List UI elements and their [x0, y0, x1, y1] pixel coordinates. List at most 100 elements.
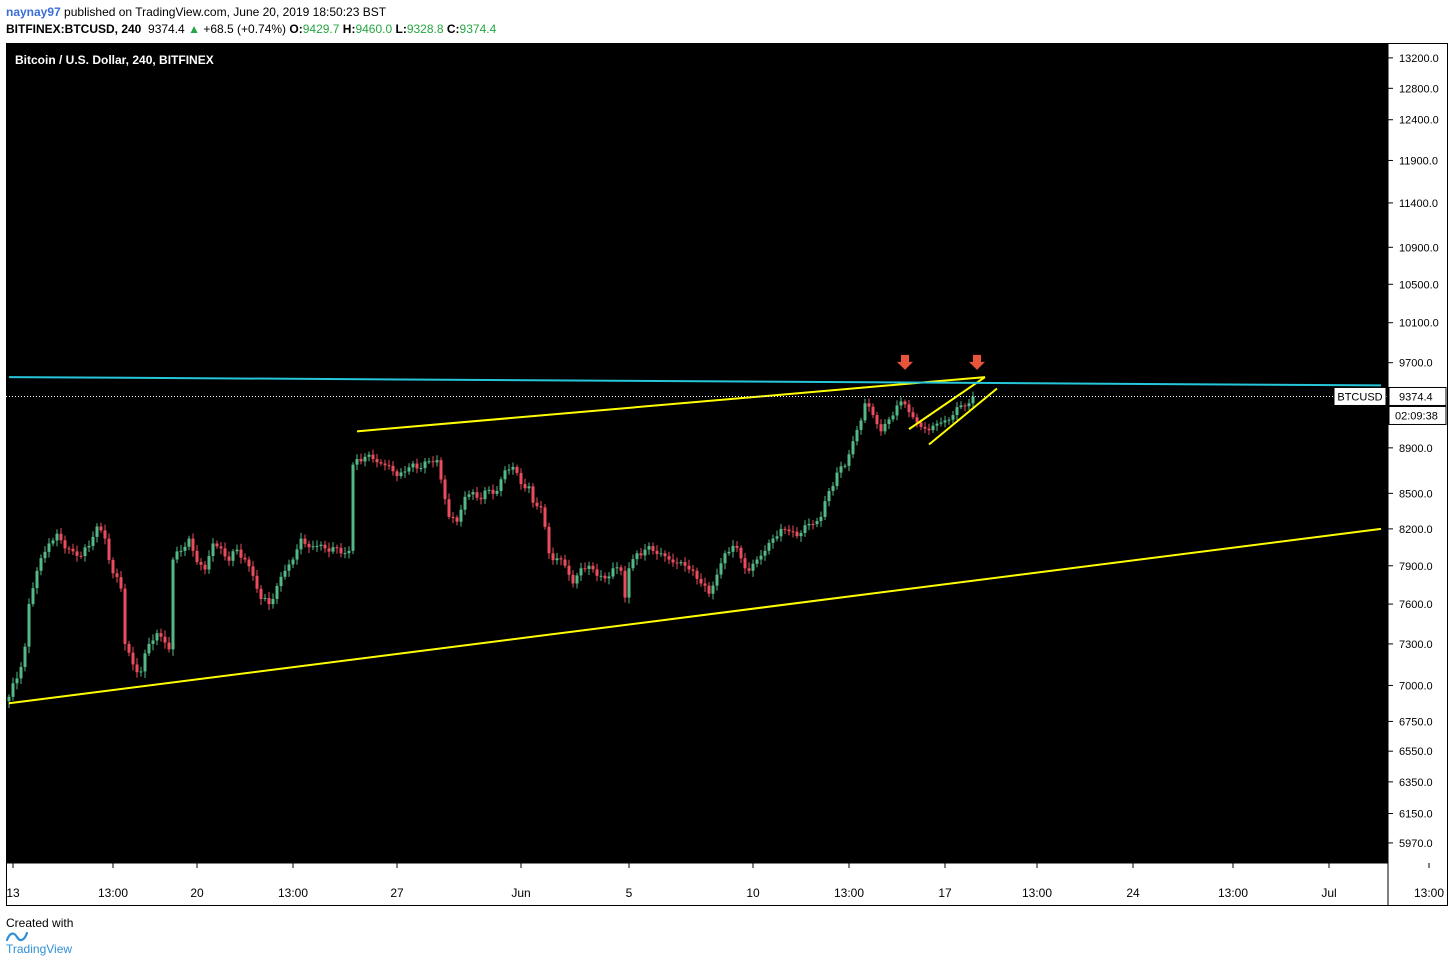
candle	[443, 475, 447, 505]
candle-body	[95, 526, 99, 537]
candle-body	[483, 490, 487, 500]
candle-body	[411, 463, 415, 468]
candle	[479, 492, 483, 505]
candle	[567, 559, 571, 581]
candle-body	[43, 551, 47, 559]
candle	[195, 545, 199, 565]
candle-body	[195, 550, 199, 563]
candle-body	[951, 415, 955, 420]
x-tick-label: 13:00	[1022, 886, 1052, 900]
candle-body	[639, 553, 643, 556]
candle-body	[91, 536, 95, 546]
candle-body	[183, 546, 187, 551]
candle	[559, 555, 563, 566]
tradingview-logo-icon[interactable]	[6, 930, 28, 942]
resistance-line	[8, 376, 1382, 387]
candle-body	[459, 509, 463, 522]
price-tag: 9374.4	[1399, 391, 1433, 403]
candle	[723, 550, 727, 570]
candle	[403, 466, 407, 478]
candle-body	[971, 396, 975, 404]
candle-body	[955, 407, 959, 416]
candle-body	[843, 465, 847, 467]
candle	[827, 488, 831, 507]
chart-container[interactable]: Bitcoin / U.S. Dollar, 240, BITFINEX 597…	[6, 43, 1448, 906]
tradingview-brand[interactable]: TradingView	[6, 942, 73, 956]
candle-body	[447, 499, 451, 517]
y-tick-label: 6750.0	[1399, 716, 1433, 728]
candle	[315, 540, 319, 552]
candle-body	[339, 547, 343, 554]
close-label: C:	[446, 22, 460, 36]
candle-body	[491, 489, 495, 494]
candle	[55, 529, 59, 547]
candle-body	[323, 544, 327, 549]
candle	[491, 484, 495, 500]
candle	[43, 546, 47, 563]
candle	[543, 504, 547, 530]
lower-support-line	[8, 527, 1382, 705]
symbol-label: BITFINEX:BTCUSD, 240	[6, 22, 142, 36]
candle-body	[55, 533, 59, 541]
time-axis[interactable]	[6, 863, 1388, 906]
price-axis[interactable]	[1388, 43, 1448, 906]
candle	[495, 486, 499, 497]
candle	[219, 542, 223, 555]
candle	[503, 466, 507, 484]
x-tick-label: 13:00	[1414, 886, 1444, 900]
candle	[575, 572, 579, 589]
candle-body	[375, 459, 379, 463]
candle-body	[663, 553, 667, 557]
candle-body	[911, 412, 915, 418]
candle	[163, 630, 167, 649]
candle	[871, 403, 875, 419]
candle-body	[543, 507, 547, 527]
candle	[563, 554, 567, 569]
candle-body	[71, 548, 75, 552]
candle-body	[551, 553, 555, 561]
candle-body	[787, 529, 791, 532]
candle	[779, 523, 783, 542]
candle	[135, 657, 139, 678]
candle	[623, 565, 627, 603]
candle	[963, 403, 967, 412]
candle	[139, 666, 143, 677]
candle	[707, 581, 711, 598]
candle-body	[19, 666, 23, 679]
candle-body	[407, 467, 411, 472]
y-tick-label: 8200.0	[1399, 524, 1433, 536]
candle-body	[859, 420, 863, 430]
publisher-name[interactable]: naynay97	[6, 5, 61, 19]
candle	[935, 420, 939, 431]
candle-body	[327, 548, 331, 552]
plot-background[interactable]	[6, 43, 1388, 863]
candle	[971, 391, 975, 408]
candle	[111, 557, 115, 579]
candle	[539, 500, 543, 514]
candle	[867, 398, 871, 412]
candle-body	[163, 636, 167, 643]
candle-body	[467, 494, 471, 497]
candle	[903, 399, 907, 409]
candle	[683, 557, 687, 572]
candle	[511, 462, 515, 475]
x-tick-label: 13:00	[1218, 886, 1248, 900]
candle	[595, 563, 599, 582]
candle	[699, 573, 703, 587]
candle	[39, 554, 43, 576]
candle	[379, 459, 383, 466]
candle	[407, 463, 411, 475]
candle-body	[259, 588, 263, 599]
price-chart[interactable]: Bitcoin / U.S. Dollar, 240, BITFINEX 597…	[6, 43, 1448, 906]
candle	[819, 511, 823, 527]
x-tick-label: Jun	[511, 886, 530, 900]
candle-body	[623, 570, 627, 598]
candle	[611, 562, 615, 579]
high-label: H:	[342, 22, 356, 36]
candle-body	[931, 425, 935, 431]
candle	[351, 462, 355, 555]
candle	[751, 559, 755, 577]
candle-body	[403, 471, 407, 473]
candle-body	[895, 405, 899, 416]
candle-body	[627, 568, 631, 598]
